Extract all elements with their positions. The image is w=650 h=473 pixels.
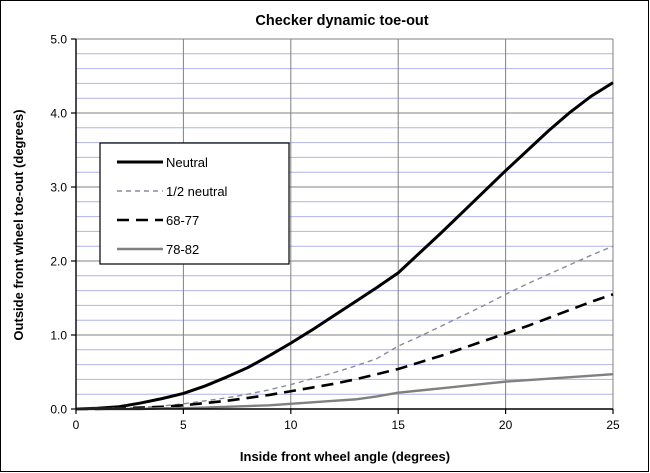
series-line-78-82 [76, 373, 614, 411]
x-axis-title-group: Inside front wheel angle (degrees) [240, 449, 450, 464]
x-tick-label: 15 [392, 418, 406, 432]
x-tick-label: 0 [73, 418, 80, 432]
series-line-68-77 [76, 293, 614, 411]
y-tick-label: 2.0 [50, 255, 67, 269]
y-tick-label: 3.0 [50, 181, 67, 195]
series-lines [75, 81, 614, 411]
y-tick-label: 5.0 [50, 33, 67, 47]
legend-item-label: 1/2 neutral [166, 184, 228, 199]
x-tick-label: 10 [284, 418, 298, 432]
y-axis-ticks: 0.0 1.0 2.0 3.0 4.0 5.0 [50, 33, 76, 417]
plot-border [76, 38, 614, 409]
legend-item-label: Neutral [166, 155, 208, 170]
y-tick-label: 4.0 [50, 107, 67, 121]
x-axis-ticks: 0 5 10 15 20 25 [73, 409, 620, 432]
x-tick-label: 20 [499, 418, 513, 432]
series-line-1-2-neutral [76, 245, 614, 410]
chart-legend: Neutral 1/2 neutral 68-77 78-82 [99, 142, 290, 265]
series-line-neutral [75, 81, 614, 411]
y-tick-label: 1.0 [50, 329, 67, 343]
legend-item-label: 68-77 [166, 213, 199, 228]
x-tick-label: 5 [180, 418, 187, 432]
x-axis-title: Inside front wheel angle (degrees) [240, 449, 450, 464]
axis-lines [75, 39, 613, 410]
x-tick-label: 25 [606, 418, 620, 432]
legend-item-label: 78-82 [166, 242, 199, 257]
chart-title-group: Checker dynamic toe-out [255, 13, 428, 29]
page-title: Checker dynamic toe-out [255, 13, 428, 29]
y-axis-title-group: Outside front wheel toe-out (degrees) [11, 109, 26, 340]
y-tick-label: 0.0 [50, 403, 67, 417]
y-axis-title: Outside front wheel toe-out (degrees) [11, 109, 26, 340]
